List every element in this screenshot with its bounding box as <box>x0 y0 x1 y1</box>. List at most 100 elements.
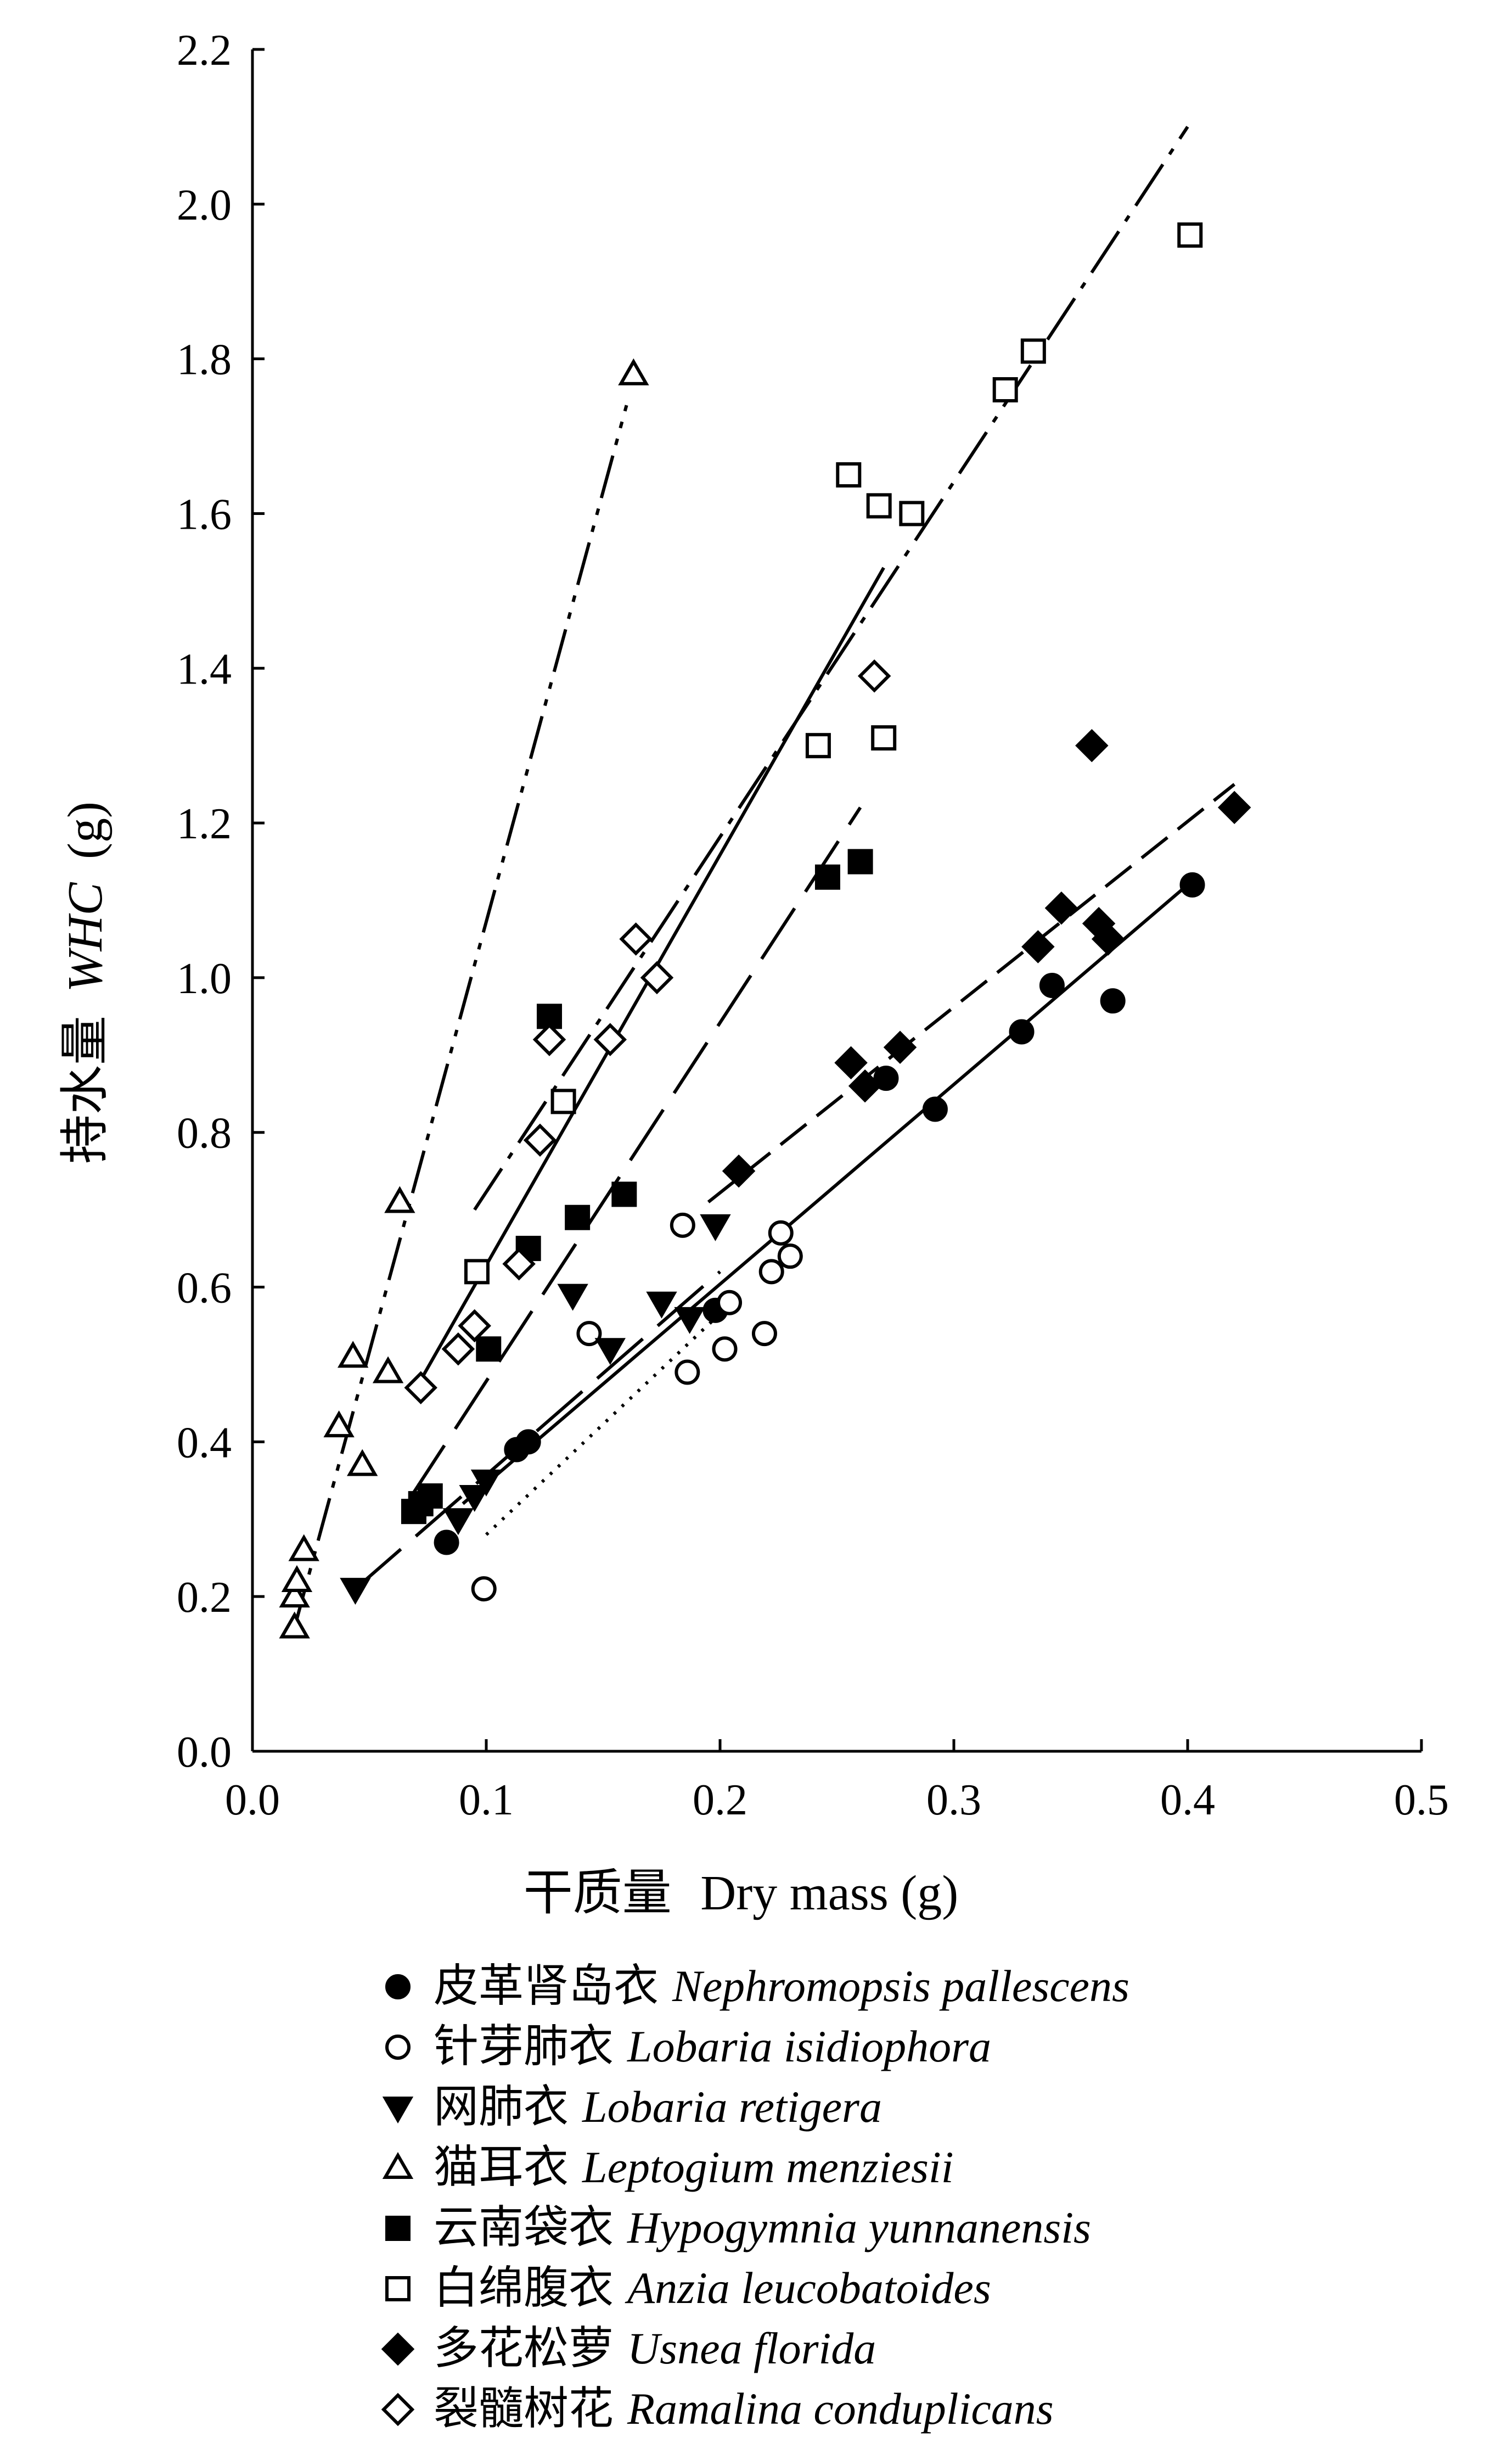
data-point <box>281 1565 313 1592</box>
legend-marker <box>385 2035 411 2060</box>
legend-label-latin: Anzia leucobatoides <box>625 2263 991 2313</box>
legend-label: 裂髓树花 Ramalina conduplicans <box>434 2384 1054 2434</box>
data-point <box>1091 922 1125 956</box>
legend-marker <box>382 2151 414 2179</box>
data-point <box>593 1023 627 1056</box>
data-point <box>550 1089 576 1114</box>
y-tick-label: 1.4 <box>177 645 232 693</box>
legend-label: 多花松萝 Usnea florida <box>434 2323 876 2373</box>
data-point <box>1021 930 1055 963</box>
data-point <box>1100 988 1126 1014</box>
axes: 0.0 0.2 0.4 0.6 0.8 1.0 1.2 1.4 1.6 1.8 2.0 2.2 0.0 0… <box>177 26 1449 1824</box>
y-tick-label: 1.6 <box>177 490 232 539</box>
data-point <box>471 1576 497 1602</box>
x-axis-title-en: Dry mass (g) <box>700 1866 958 1920</box>
y-tick-label: 1.2 <box>177 800 232 848</box>
x-tick-label: 0.1 <box>459 1776 514 1824</box>
legend-label: 白绵腹衣 Anzia leucobatoides <box>434 2263 991 2313</box>
legend: 皮革肾岛衣 Nephromopsis pallescens 针芽肺衣 Lobaria … <box>381 1961 1129 2434</box>
legend-label-cn: 白绵腹衣 <box>434 2263 614 2313</box>
data-point <box>434 1529 459 1555</box>
data-point <box>611 1181 637 1207</box>
x-tick-label: 0.0 <box>225 1776 280 1824</box>
legend-item: 针芽肺衣 Lobaria isidiophora <box>385 2021 991 2071</box>
y-tick-label: 0.6 <box>177 1264 232 1313</box>
data-point <box>722 1154 756 1188</box>
y-tick-label: 0.2 <box>177 1573 232 1622</box>
data-point <box>1179 872 1205 898</box>
legend-label-cn: 网肺衣 <box>434 2082 569 2132</box>
data-point <box>857 659 891 693</box>
legend-label-cn: 针芽肺衣 <box>434 2021 614 2071</box>
legend-label: 猫耳衣 Leptogium menziesii <box>434 2142 953 2192</box>
data-point <box>502 1247 536 1281</box>
legend-marker <box>385 2276 411 2301</box>
data-point <box>565 1204 591 1230</box>
fit-line-series-7 <box>707 783 1236 1203</box>
series-8 <box>404 659 891 1404</box>
data-point <box>758 1259 784 1285</box>
data-point <box>922 1096 948 1122</box>
data-point <box>646 1291 677 1319</box>
fit-lines <box>293 126 1236 1628</box>
data-point <box>372 1356 404 1383</box>
data-point <box>1177 222 1203 248</box>
data-point <box>717 1290 743 1315</box>
data-point <box>618 358 649 385</box>
legend-label: 云南袋衣 Hypogymnia yunnanensis <box>434 2203 1091 2252</box>
data-point <box>458 1309 491 1343</box>
data-point <box>1009 1019 1035 1045</box>
legend-item: 网肺衣 Lobaria retigera <box>382 2082 882 2132</box>
data-point <box>700 1214 731 1241</box>
data-point <box>712 1336 738 1362</box>
y-tick-label: 1.8 <box>177 336 232 384</box>
legend-marker <box>381 2332 415 2366</box>
fit-line-series-8 <box>473 126 1189 1211</box>
legend-label-latin: Leptogium menziesii <box>582 2142 953 2192</box>
legend-label-cn: 猫耳衣 <box>434 2142 569 2192</box>
data-point <box>279 1581 310 1608</box>
legend-marker <box>382 2097 414 2124</box>
data-points <box>279 222 1251 1639</box>
y-tick-label: 0.8 <box>177 1109 232 1158</box>
data-point <box>777 1243 803 1269</box>
data-point <box>1217 791 1251 825</box>
legend-marker <box>381 2392 415 2427</box>
legend-label: 针芽肺衣 Lobaria isidiophora <box>434 2021 991 2071</box>
legend-marker <box>385 1974 411 1999</box>
data-point <box>441 1332 475 1366</box>
data-point <box>805 733 831 759</box>
data-point <box>1044 891 1078 925</box>
data-point <box>404 1371 437 1404</box>
data-point <box>464 1259 490 1285</box>
series-1 <box>434 872 1205 1555</box>
legend-label-latin: Lobaria retigera <box>582 2082 882 2132</box>
legend-label-cn: 皮革肾岛衣 <box>434 1961 659 2011</box>
legend-label-latin: Hypogymnia yunnanensis <box>627 2203 1091 2252</box>
legend-item: 皮革肾岛衣 Nephromopsis pallescens <box>385 1961 1129 2011</box>
data-point <box>836 462 862 487</box>
data-point <box>883 1030 917 1064</box>
data-point <box>866 493 892 519</box>
data-point <box>557 1284 588 1311</box>
y-tick-label: 0.4 <box>177 1419 232 1467</box>
data-point <box>340 1578 371 1605</box>
data-point <box>899 501 925 526</box>
fit-line-series-3 <box>354 1270 721 1590</box>
data-point <box>992 377 1018 402</box>
data-point <box>670 1212 695 1238</box>
x-tick-label: 0.2 <box>693 1776 747 1824</box>
x-axis-title-cn: 干质量 <box>524 1866 672 1920</box>
data-point <box>834 1046 868 1080</box>
data-point <box>576 1321 602 1347</box>
data-point <box>523 1123 557 1157</box>
legend-marker <box>385 2216 411 2241</box>
data-point <box>288 1534 319 1561</box>
data-point <box>751 1321 777 1347</box>
data-point <box>323 1410 355 1438</box>
series-6 <box>464 222 1203 1285</box>
data-point <box>814 864 840 890</box>
legend-label: 皮革肾岛衣 Nephromopsis pallescens <box>434 1961 1129 2011</box>
y-axis-title: 持水量 WHC (g) <box>58 802 113 1164</box>
data-point <box>417 1483 443 1509</box>
